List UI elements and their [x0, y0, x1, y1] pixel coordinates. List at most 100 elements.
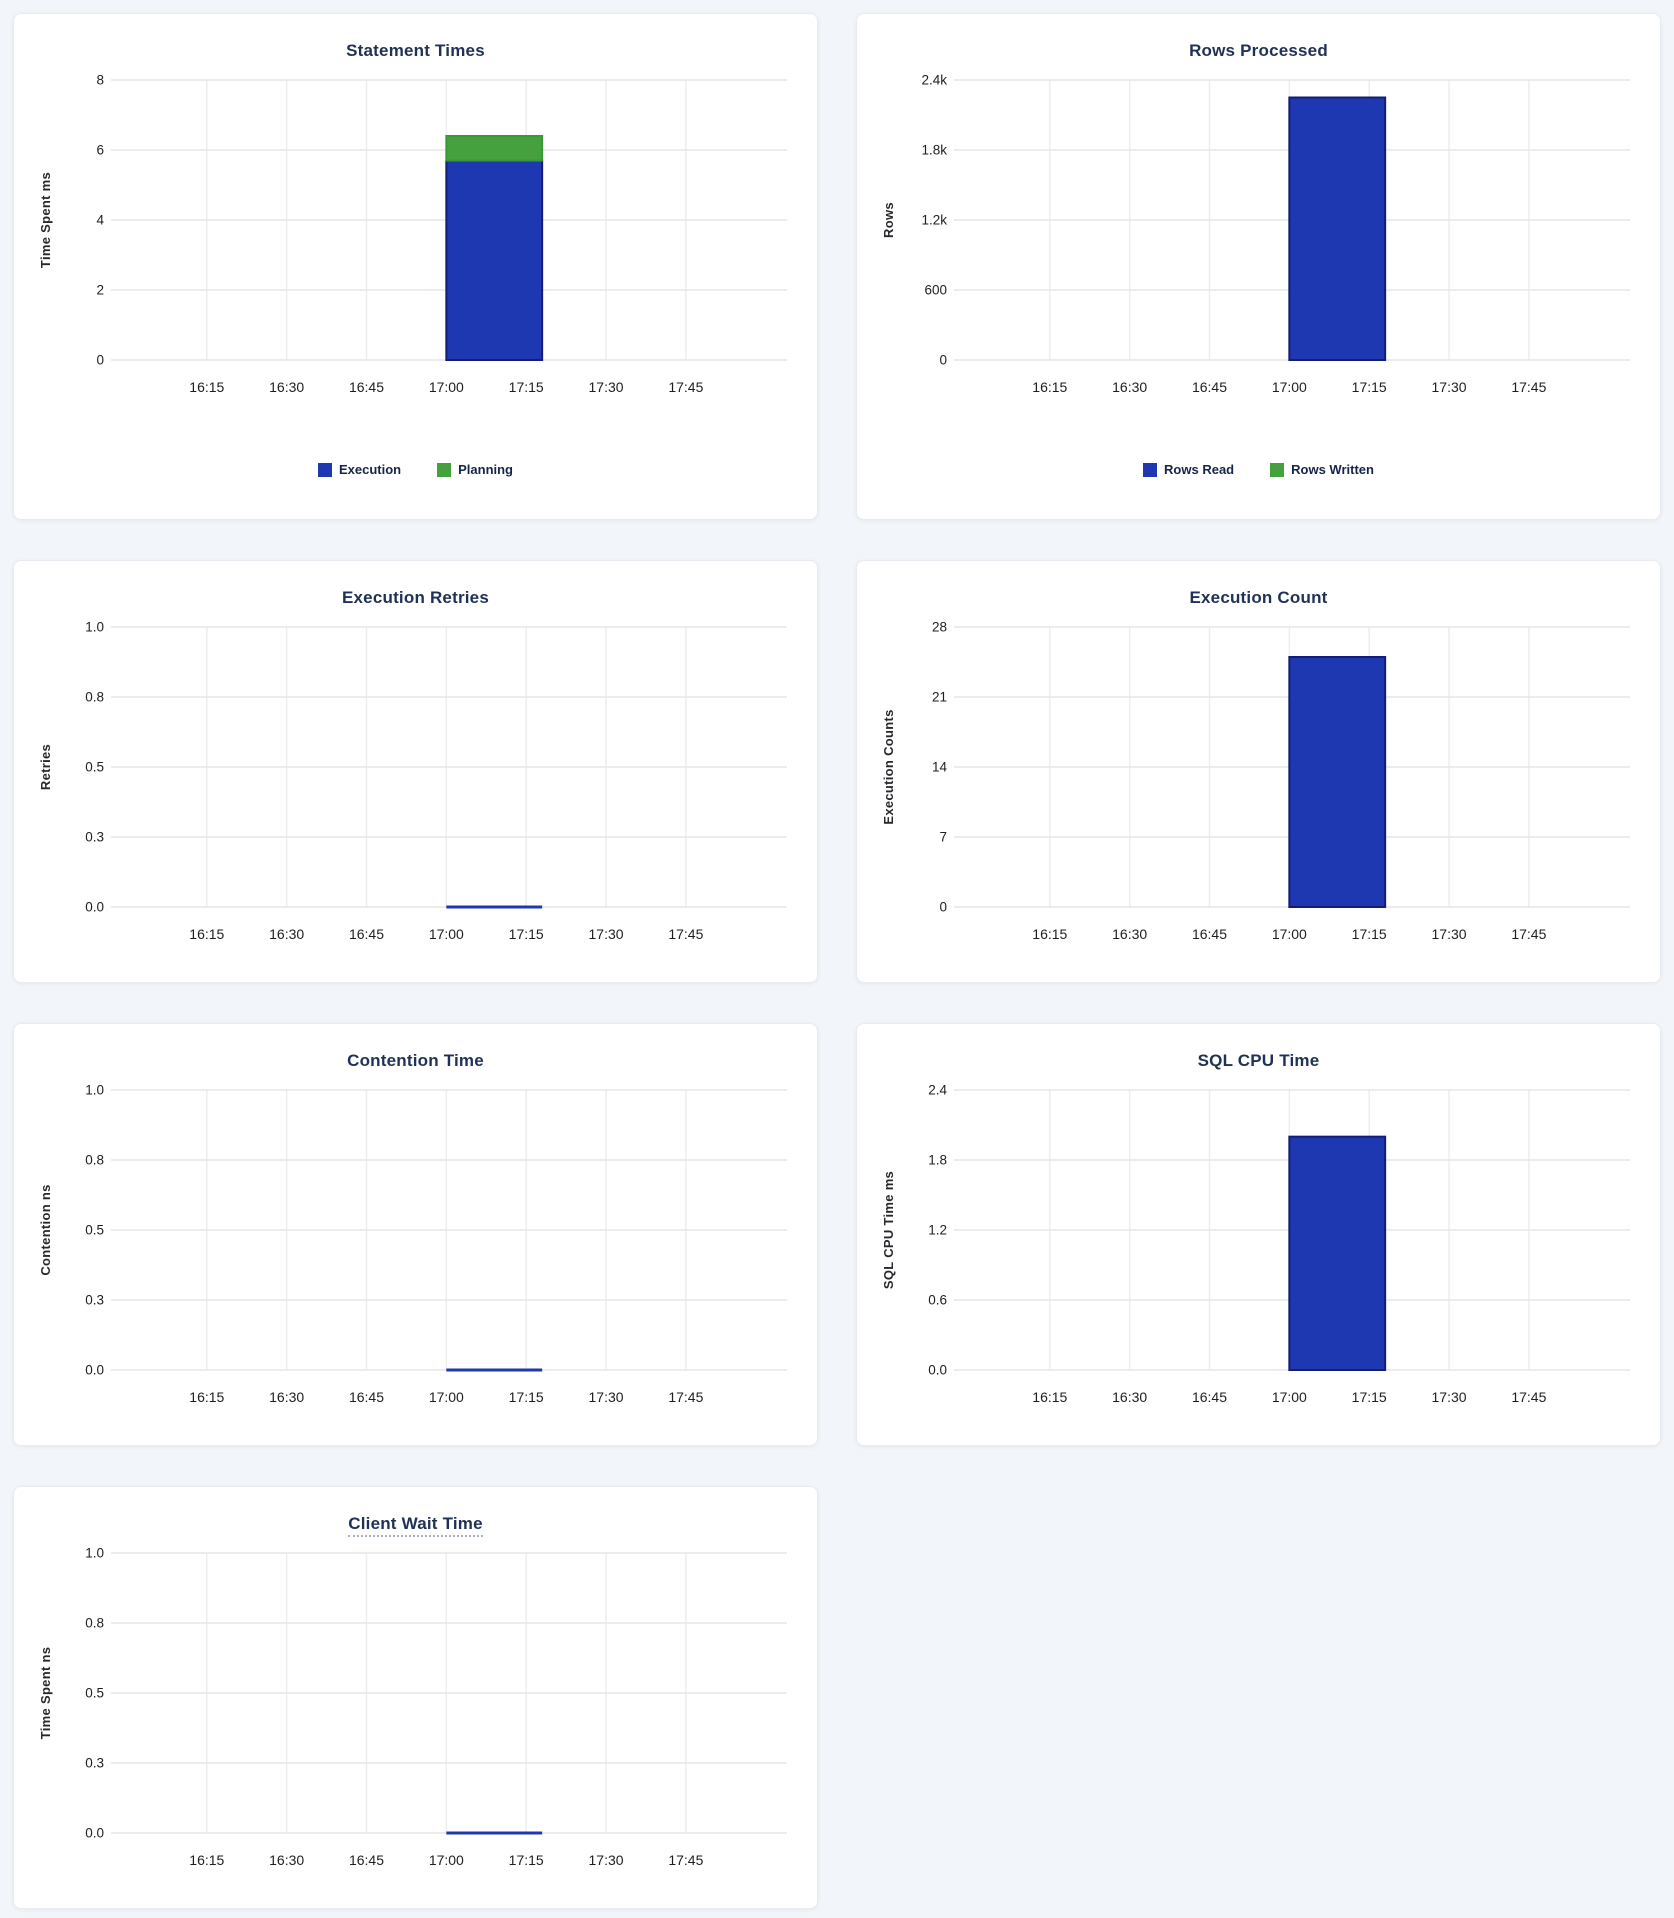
- chart-legend: Execution Planning: [30, 462, 801, 478]
- x-tick-label: 16:45: [1192, 379, 1227, 395]
- x-tick-label: 17:15: [1352, 926, 1387, 942]
- x-tick-label: 16:30: [269, 1389, 304, 1405]
- x-tick-label: 16:15: [1032, 379, 1067, 395]
- x-tick-label: 17:45: [668, 1852, 703, 1868]
- legend-swatch: [317, 463, 332, 477]
- sql-cpu-time-chart[interactable]: 2.4 1.8 1.2 0.6 0.0 16:15 16:30 16:45 17:00 17:15…: [873, 1076, 1646, 1428]
- y-tick-label: 0.8: [85, 690, 104, 705]
- bar-segment: [1288, 96, 1387, 361]
- x-tick-label: 17:00: [429, 1389, 464, 1405]
- client-wait-time-tooltip-title[interactable]: Client Wait Time: [348, 1514, 483, 1537]
- y-tick-label: 1.8k: [921, 143, 947, 158]
- y-tick-label: 0.3: [85, 1293, 104, 1308]
- x-tick-label: 17:00: [429, 1852, 464, 1868]
- execution-retries-chart[interactable]: 1.0 0.8 0.5 0.3 0.0 16:15 16:30 16:45 17:00 17:15…: [30, 613, 803, 965]
- x-tick-label: 17:15: [509, 1852, 544, 1868]
- x-tick-label: 16:30: [269, 1852, 304, 1868]
- x-tick-label: 17:30: [589, 1852, 624, 1868]
- x-tick-label: 16:45: [349, 1852, 384, 1868]
- zero-value-bar: [446, 1831, 543, 1835]
- rows-processed-chart[interactable]: 2.4k 1.8k 1.2k 600 0 16:15 16:30 16:45 17:00 17:1…: [873, 66, 1646, 418]
- y-tick-label: 4: [96, 213, 104, 228]
- y-tick-label: 0.3: [85, 1756, 104, 1771]
- y-tick-label: 0: [96, 353, 104, 368]
- x-tick-label: 16:30: [269, 379, 304, 395]
- x-tick-label: 17:00: [1272, 926, 1307, 942]
- y-axis-title: SQL CPU Time ms: [881, 1171, 896, 1289]
- chart-card-statement-times: Statement Times 8 6 4 2 0 16:15 16:30 16:45 17:0…: [13, 13, 818, 520]
- x-tick-label: 16:15: [189, 1852, 224, 1868]
- y-tick-label: 2: [96, 283, 104, 298]
- y-tick-label: 8: [96, 73, 104, 88]
- chart-title: Statement Times: [346, 41, 485, 60]
- x-tick-label: 16:45: [349, 926, 384, 942]
- x-tick-label: 16:15: [189, 926, 224, 942]
- x-tick-label: 17:15: [1352, 1389, 1387, 1405]
- x-tick-label: 17:45: [668, 926, 703, 942]
- legend-swatch: [1270, 463, 1285, 477]
- zero-value-bar: [446, 905, 543, 909]
- y-tick-label: 1.2: [928, 1223, 947, 1238]
- y-axis-title: Rows: [881, 202, 896, 238]
- y-tick-label: 1.2k: [921, 213, 947, 228]
- chart-title: SQL CPU Time: [1197, 1051, 1320, 1070]
- legend-swatch: [437, 463, 452, 477]
- y-tick-label: 1.0: [85, 1546, 104, 1561]
- x-tick-label: 16:30: [1112, 379, 1147, 395]
- y-tick-label: 1.0: [85, 620, 104, 635]
- legend-label: Execution: [338, 462, 402, 477]
- x-tick-label: 17:45: [1511, 926, 1546, 942]
- x-tick-label: 16:30: [269, 926, 304, 942]
- x-tick-label: 17:45: [1511, 1389, 1546, 1405]
- y-tick-label: 0.0: [85, 1826, 104, 1841]
- y-tick-label: 2.4: [928, 1083, 947, 1098]
- y-tick-label: 6: [96, 143, 104, 158]
- statement-times-chart[interactable]: 8 6 4 2 0 16:15 16:30 16:45 17:00 17:15 17:30 17:45…: [30, 66, 803, 418]
- x-tick-label: 16:15: [189, 379, 224, 395]
- y-axis-title: Retries: [38, 744, 53, 790]
- y-tick-label: 14: [932, 760, 948, 775]
- y-tick-label: 0.6: [928, 1293, 947, 1308]
- y-tick-label: 28: [932, 620, 947, 635]
- y-tick-label: 7: [939, 830, 947, 845]
- x-tick-label: 17:15: [509, 379, 544, 395]
- legend-label: Rows Written: [1291, 462, 1374, 477]
- bar-segment: [1288, 1135, 1387, 1371]
- charts-grid: Statement Times 8 6 4 2 0 16:15 16:30 16:45 17:0…: [13, 13, 1661, 1909]
- x-tick-label: 17:30: [589, 379, 624, 395]
- x-tick-label: 17:30: [589, 1389, 624, 1405]
- legend-swatch: [1143, 463, 1158, 477]
- horizontal-gridlines: [111, 626, 787, 908]
- chart-legend: Rows Read Rows Written: [873, 462, 1644, 478]
- y-tick-label: 0.8: [85, 1153, 104, 1168]
- x-tick-label: 17:45: [668, 1389, 703, 1405]
- y-tick-label: 0: [939, 353, 947, 368]
- chart-title: Contention Time: [347, 1051, 484, 1070]
- chart-card-execution-count: Execution Count 28 21 14 7 0 16:15 16:30 16:45 1…: [856, 560, 1661, 983]
- contention-time-chart[interactable]: 1.0 0.8 0.5 0.3 0.0 16:15 16:30 16:45 17:00 17:15…: [30, 1076, 803, 1428]
- x-tick-label: 16:45: [1192, 1389, 1227, 1405]
- legend-item: Rows Written: [1270, 463, 1374, 477]
- legend-item: Planning: [437, 463, 513, 477]
- x-tick-label: 17:30: [1432, 1389, 1467, 1405]
- y-tick-label: 0.5: [85, 1686, 104, 1701]
- x-tick-label: 16:45: [349, 379, 384, 395]
- x-tick-label: 17:00: [429, 379, 464, 395]
- client-wait-time-chart[interactable]: 1.0 0.8 0.5 0.3 0.0 16:15 16:30 16:45 17:00 17:15…: [30, 1539, 803, 1891]
- chart-card-client-wait-time: Client Wait Time 1.0 0.8 0.5 0.3 0.0 16:15 16:…: [13, 1486, 818, 1909]
- chart-title: Execution Count: [1189, 588, 1328, 607]
- y-tick-label: 600: [924, 283, 947, 298]
- chart-card-rows-processed: Rows Processed 2.4k 1.8k 1.2k 600 0 16:15 16:3…: [856, 13, 1661, 520]
- x-tick-label: 17:30: [589, 926, 624, 942]
- x-tick-label: 16:15: [1032, 1389, 1067, 1405]
- x-tick-label: 17:15: [1352, 379, 1387, 395]
- x-tick-label: 16:30: [1112, 1389, 1147, 1405]
- chart-title: Execution Retries: [341, 588, 489, 607]
- x-tick-label: 16:15: [189, 1389, 224, 1405]
- execution-count-chart[interactable]: 28 21 14 7 0 16:15 16:30 16:45 17:00 17:15 17:30 17…: [873, 613, 1646, 965]
- y-tick-label: 0.8: [85, 1616, 104, 1631]
- legend-item: Execution: [317, 462, 402, 477]
- bar-segment: [445, 159, 544, 361]
- zero-value-bar: [446, 1368, 543, 1372]
- chart-card-execution-retries: Execution Retries 1.0 0.8 0.5 0.3 0.0 16:15 16…: [13, 560, 818, 983]
